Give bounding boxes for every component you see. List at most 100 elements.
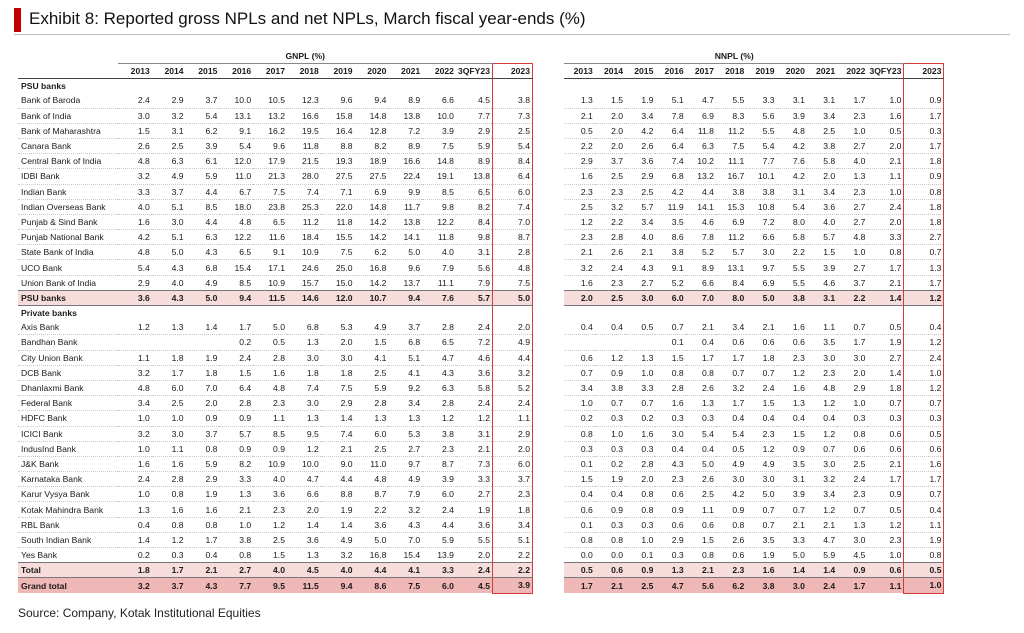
empty-cell <box>355 306 389 321</box>
nnpl-year-header: 2015 <box>625 63 656 80</box>
gnpl-value: 6.3 <box>422 380 456 397</box>
nnpl-value: 2.5 <box>625 577 656 594</box>
gnpl-value: 8.5 <box>185 199 220 215</box>
nnpl-value: 1.2 <box>867 517 904 533</box>
gnpl-value: 6.5 <box>219 244 254 261</box>
nnpl-value: 5.4 <box>685 426 716 442</box>
gnpl-value: 9.5 <box>253 577 287 594</box>
nnpl-value: 0.5 <box>867 501 904 518</box>
nnpl-value: 1.9 <box>625 93 656 109</box>
gnpl-value: 9.2 <box>388 380 423 397</box>
gnpl-value: 16.4 <box>320 123 355 139</box>
gnpl-value: 14.8 <box>354 108 389 124</box>
column-gap <box>532 184 565 200</box>
nnpl-value: 8.0 <box>776 214 807 231</box>
nnpl-value: 2.6 <box>715 532 747 549</box>
nnpl-value: 3.4 <box>806 184 838 200</box>
empty-cell <box>253 79 287 94</box>
nnpl-value: 5.6 <box>746 108 777 124</box>
gnpl-value: 1.8 <box>491 501 533 518</box>
nnpl-value: 3.8 <box>746 184 777 200</box>
gnpl-value: 2.4 <box>118 471 152 488</box>
column-gap <box>532 334 565 351</box>
nnpl-value: 0.9 <box>625 562 656 579</box>
table-row: Bandhan Bank 0.2 0.5 1.3 2.0 1.5 6.8 6.5 7.2 4.9 0… <box>18 334 945 351</box>
nnpl-value: 2.4 <box>867 199 904 215</box>
nnpl-value: 3.5 <box>776 456 807 473</box>
nnpl-value: 3.2 <box>715 380 747 397</box>
gnpl-value: 3.7 <box>151 184 186 200</box>
gnpl-value: 1.6 <box>151 501 186 518</box>
nnpl-value: 5.2 <box>685 244 716 261</box>
gnpl-value: 4.5 <box>455 577 493 594</box>
nnpl-value: 2.1 <box>564 244 595 261</box>
nnpl-value: 1.7 <box>715 395 747 412</box>
nnpl-value: 3.0 <box>715 471 747 488</box>
gnpl-value: 0.5 <box>253 334 287 351</box>
gnpl-value: 4.4 <box>185 214 220 231</box>
nnpl-value: 0.7 <box>776 501 807 518</box>
gnpl-value: 2.3 <box>422 441 456 457</box>
gnpl-value: 0.3 <box>151 547 186 564</box>
nnpl-value: 0.8 <box>655 365 686 381</box>
empty-cell <box>716 79 746 94</box>
nnpl-value: 1.0 <box>867 184 904 200</box>
gnpl-value: 6.7 <box>219 184 254 200</box>
nnpl-value: 0.1 <box>564 517 595 533</box>
gnpl-value: 2.9 <box>185 471 220 488</box>
nnpl-value: 4.2 <box>776 168 807 185</box>
nnpl-value: 0.5 <box>564 123 595 139</box>
nnpl-value: 0.8 <box>903 184 945 200</box>
gnpl-value: 2.4 <box>455 320 493 336</box>
gnpl-value: 3.8 <box>491 93 533 109</box>
gnpl-value: 4.3 <box>185 577 220 594</box>
gnpl-value: 3.1 <box>455 426 493 442</box>
nnpl-value: 9.7 <box>746 259 777 276</box>
nnpl-value: 0.4 <box>715 410 747 427</box>
column-gap <box>532 350 565 366</box>
nnpl-value: 7.8 <box>685 229 716 246</box>
gnpl-value: 3.0 <box>320 350 355 366</box>
bank-name: Yes Bank <box>18 547 118 564</box>
gnpl-value: 10.0 <box>219 93 254 109</box>
nnpl-value: 1.7 <box>685 350 716 366</box>
gnpl-value: 11.6 <box>253 229 287 246</box>
nnpl-value: 1.7 <box>903 138 945 155</box>
gnpl-value: 8.7 <box>491 229 533 246</box>
nnpl-value: 3.3 <box>625 380 656 397</box>
gnpl-value: 7.9 <box>388 486 423 503</box>
gnpl-value: 9.6 <box>320 93 355 109</box>
gnpl-value: 4.0 <box>151 275 186 291</box>
nnpl-value: 0.9 <box>903 168 945 185</box>
nnpl-value: 1.0 <box>867 547 904 564</box>
nnpl-value: 1.6 <box>776 320 807 336</box>
nnpl-value: 4.5 <box>837 547 868 564</box>
bank-name: State Bank of India <box>18 244 118 261</box>
gnpl-value: 14.8 <box>354 199 389 215</box>
bank-name: UCO Bank <box>18 259 118 276</box>
gnpl-value: 12.8 <box>354 123 389 139</box>
gnpl-value: 0.2 <box>118 547 152 564</box>
nnpl-value: 1.3 <box>655 562 686 579</box>
gnpl-value: 1.1 <box>491 410 533 427</box>
gnpl-value: 6.5 <box>422 334 456 351</box>
gnpl-value: 7.5 <box>320 244 355 261</box>
year-header-row: 2013 2014 2015 2016 2017 2018 2019 2020 2021 2022… <box>18 62 945 80</box>
nnpl-value: 0.6 <box>715 547 747 564</box>
gnpl-value: 4.8 <box>354 471 389 488</box>
nnpl-value: 7.0 <box>685 289 716 307</box>
gnpl-value: 12.0 <box>219 153 254 170</box>
empty-cell <box>625 79 655 94</box>
gnpl-value: 5.0 <box>185 289 220 307</box>
nnpl-value: 2.5 <box>594 168 626 185</box>
nnpl-value: 8.0 <box>715 289 747 307</box>
nnpl-value: 5.4 <box>776 199 807 215</box>
bank-name: Punjab & Sind Bank <box>18 214 118 231</box>
empty-cell <box>777 79 807 94</box>
nnpl-value: 0.5 <box>867 320 904 336</box>
nnpl-value: 5.1 <box>655 93 686 109</box>
nnpl-value: 0.8 <box>564 532 595 549</box>
gnpl-value: 16.6 <box>388 153 423 170</box>
gnpl-value: 3.2 <box>118 577 152 594</box>
gnpl-value: 1.2 <box>422 410 456 427</box>
